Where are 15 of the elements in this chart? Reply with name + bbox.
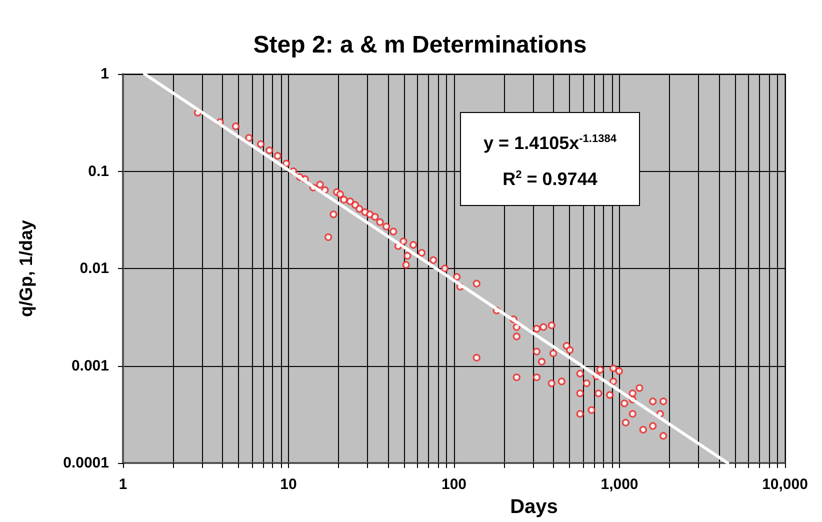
x-tick-label: 1 (118, 476, 128, 493)
x-tick-label: 10 (280, 476, 297, 493)
x-tick-label: 1,000 (600, 476, 638, 493)
y-tick-label: 0.1 (88, 162, 109, 180)
annotation: R$^{2}$ = 0.9744 (502, 168, 598, 189)
x-tick-label: 100 (441, 476, 467, 493)
y-tick-label: 0.001 (71, 357, 109, 374)
x-axis-title: Days (510, 496, 558, 518)
annotation: y = 1.4105x$^{-1.1384}$ (482, 132, 618, 153)
y-tick-label: 0.01 (80, 260, 109, 277)
x-tick-label: 10,000 (762, 476, 808, 493)
y-tick-label: 0.0001 (63, 454, 109, 472)
chart-title: Step 2: a & m Determinations (253, 32, 587, 58)
y-axis-title: q/Gp, 1/day (16, 220, 36, 318)
y-tick-label: 1 (100, 66, 109, 82)
